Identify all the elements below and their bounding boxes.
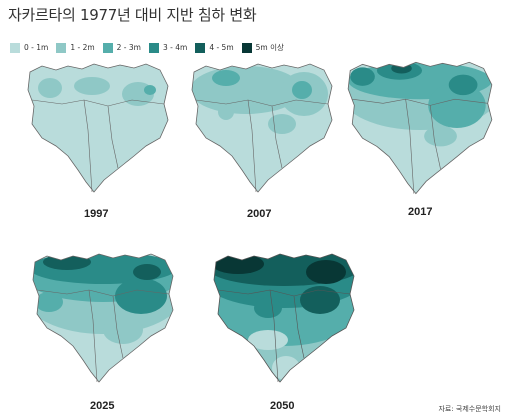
subsidence-map-2050 bbox=[206, 250, 362, 390]
legend-label: 5m 이상 bbox=[255, 43, 284, 52]
map-year-label: 2007 bbox=[247, 208, 272, 220]
legend: 0 - 1m 1 - 2m 2 - 3m 3 - 4m 4 - 5m 5m 이상 bbox=[10, 42, 284, 53]
map-year-label: 1997 bbox=[84, 208, 109, 220]
legend-label: 0 - 1m bbox=[24, 43, 49, 52]
legend-swatch bbox=[148, 42, 159, 53]
subsidence-map-1997 bbox=[22, 60, 174, 200]
legend-item: 5m 이상 bbox=[241, 42, 284, 53]
map-year-label: 2017 bbox=[408, 206, 433, 218]
legend-swatch bbox=[241, 42, 252, 53]
legend-item: 1 - 2m bbox=[56, 42, 95, 53]
legend-label: 1 - 2m bbox=[70, 43, 95, 52]
legend-label: 2 - 3m bbox=[116, 43, 141, 52]
legend-label: 3 - 4m bbox=[162, 43, 188, 52]
subsidence-map-2025 bbox=[24, 250, 182, 390]
legend-swatch bbox=[10, 42, 20, 53]
legend-swatch bbox=[102, 42, 113, 53]
legend-item: 0 - 1m bbox=[10, 42, 48, 53]
legend-item: 4 - 5m bbox=[195, 42, 234, 53]
legend-label: 4 - 5m bbox=[209, 43, 234, 52]
map-year-label: 2050 bbox=[270, 400, 295, 412]
subsidence-map-2007 bbox=[186, 60, 338, 200]
subsidence-map-2017 bbox=[342, 58, 498, 202]
map-year-label: 2025 bbox=[90, 400, 115, 412]
legend-swatch bbox=[56, 42, 67, 53]
page-title: 자카르타의 1977년 대비 지반 침하 변화 bbox=[8, 6, 257, 24]
legend-swatch bbox=[195, 42, 206, 53]
legend-item: 2 - 3m bbox=[102, 42, 141, 53]
source-note: 자료: 국제수문학회지 bbox=[438, 405, 501, 413]
legend-item: 3 - 4m bbox=[148, 42, 188, 53]
